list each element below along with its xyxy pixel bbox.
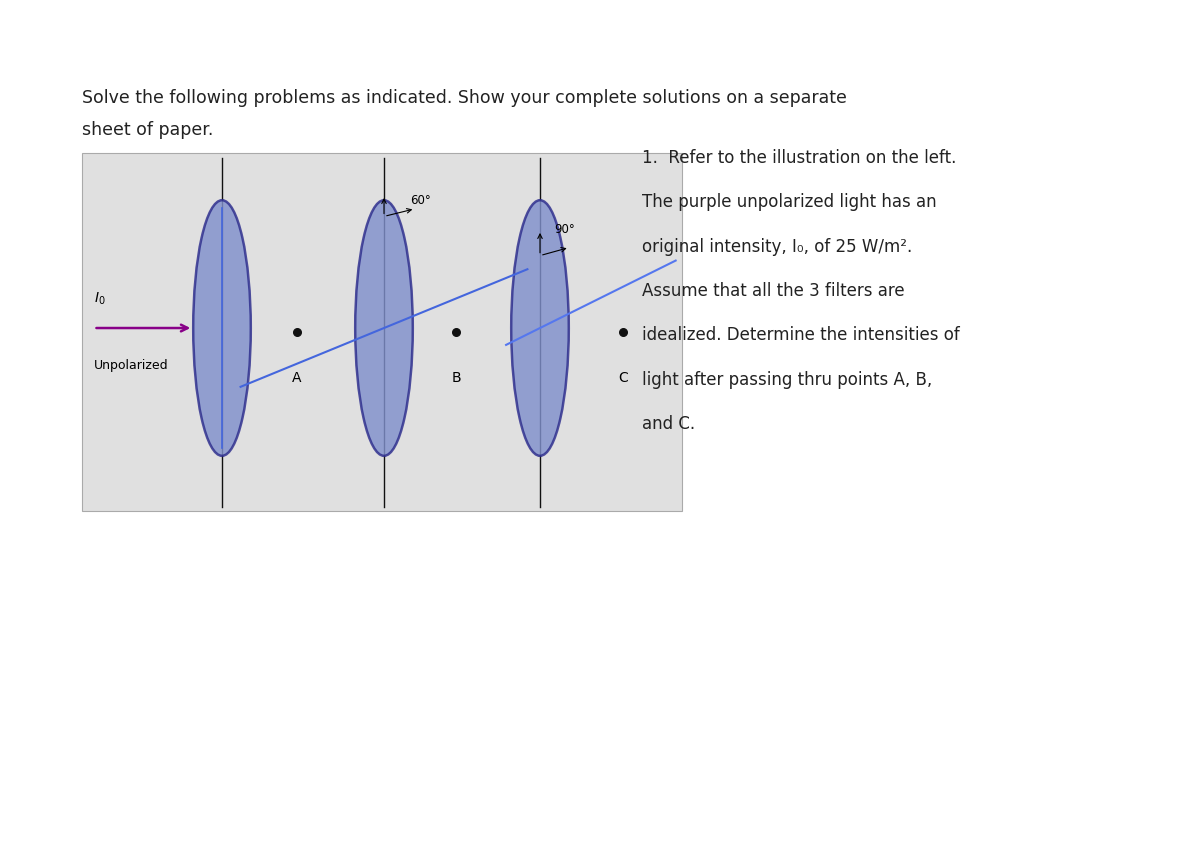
- Point: [288, 325, 307, 339]
- Text: B: B: [451, 371, 461, 384]
- Text: The purple unpolarized light has an: The purple unpolarized light has an: [642, 193, 937, 211]
- Text: sheet of paper.: sheet of paper.: [82, 121, 212, 139]
- Text: 1.  Refer to the illustration on the left.: 1. Refer to the illustration on the left…: [642, 149, 956, 167]
- Text: idealized. Determine the intensities of: idealized. Determine the intensities of: [642, 326, 960, 344]
- Text: 90°: 90°: [554, 222, 575, 236]
- Text: Assume that all the 3 filters are: Assume that all the 3 filters are: [642, 282, 905, 300]
- Point: [446, 325, 466, 339]
- Text: original intensity, I₀, of 25 W/m².: original intensity, I₀, of 25 W/m².: [642, 238, 912, 256]
- Text: Solve the following problems as indicated. Show your complete solutions on a sep: Solve the following problems as indicate…: [82, 89, 846, 107]
- Text: $I_0$: $I_0$: [94, 291, 106, 307]
- Ellipse shape: [511, 200, 569, 456]
- Ellipse shape: [355, 200, 413, 456]
- Text: A: A: [293, 371, 301, 384]
- Text: and C.: and C.: [642, 415, 695, 433]
- Text: 60°: 60°: [410, 193, 431, 207]
- Ellipse shape: [193, 200, 251, 456]
- Bar: [82, 153, 682, 511]
- Text: light after passing thru points A, B,: light after passing thru points A, B,: [642, 371, 932, 389]
- Point: [613, 325, 632, 339]
- Text: Unpolarized: Unpolarized: [94, 359, 168, 372]
- Text: C: C: [618, 371, 628, 384]
